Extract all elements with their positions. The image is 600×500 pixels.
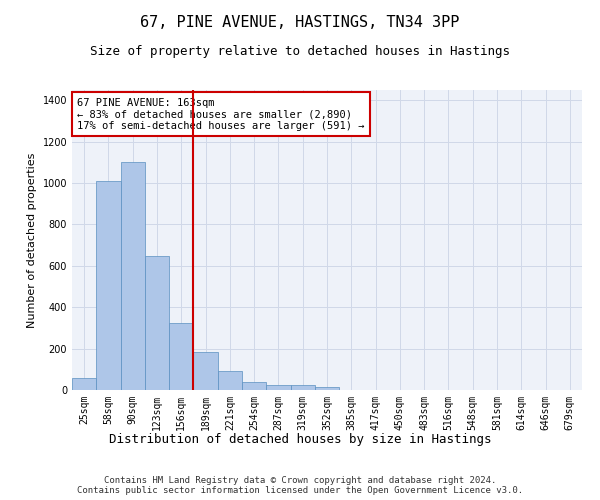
Bar (193, 352, 218, 390)
Bar (96, 181, 121, 390)
Text: Contains HM Land Registry data © Crown copyright and database right 2024.
Contai: Contains HM Land Registry data © Crown c… (77, 476, 523, 495)
Bar (266, 385, 290, 390)
Bar (218, 372, 242, 390)
Y-axis label: Number of detached properties: Number of detached properties (27, 152, 37, 328)
Bar (315, 387, 339, 390)
Bar (72, 378, 96, 390)
Text: Size of property relative to detached houses in Hastings: Size of property relative to detached ho… (90, 45, 510, 58)
Text: 67, PINE AVENUE, HASTINGS, TN34 3PP: 67, PINE AVENUE, HASTINGS, TN34 3PP (140, 15, 460, 30)
Text: Distribution of detached houses by size in Hastings: Distribution of detached houses by size … (109, 432, 491, 446)
Bar (121, 162, 145, 390)
Text: 67 PINE AVENUE: 163sqm
← 83% of detached houses are smaller (2,890)
17% of semi-: 67 PINE AVENUE: 163sqm ← 83% of detached… (77, 98, 365, 130)
Bar (169, 323, 193, 390)
Bar (242, 382, 266, 390)
Bar (145, 256, 169, 390)
Bar (290, 386, 315, 390)
